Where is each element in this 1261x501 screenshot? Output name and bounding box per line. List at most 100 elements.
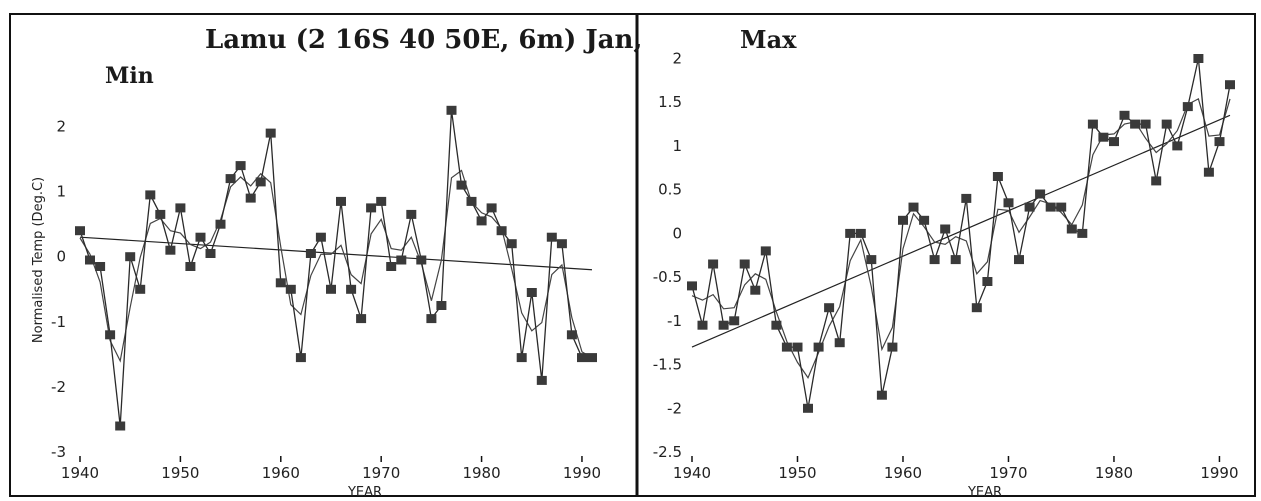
min-y-tick-label: -2 — [51, 378, 66, 396]
min-point — [486, 203, 497, 213]
min-point — [95, 262, 106, 271]
max-point — [1066, 224, 1077, 234]
min-point — [235, 161, 246, 171]
min-point — [577, 353, 587, 363]
max-y-tick-label: -0.5 — [653, 268, 682, 286]
max-point — [708, 259, 719, 269]
min-point — [165, 245, 176, 255]
max-point — [866, 255, 877, 265]
max-point — [813, 342, 824, 352]
max-point — [687, 281, 697, 291]
max-point — [1077, 228, 1088, 238]
min-x-tick-label: 1940 — [61, 464, 99, 482]
min-point — [346, 284, 357, 294]
min-point — [476, 216, 487, 226]
max-point — [1056, 202, 1067, 212]
max-x-axis-title: YEAR — [967, 485, 1002, 500]
max-point — [950, 255, 961, 265]
min-trend-line — [79, 236, 593, 271]
max-point — [1109, 137, 1119, 147]
max-point — [750, 285, 761, 295]
max-point — [1087, 119, 1098, 129]
max-x-tick-label: 1980 — [1095, 464, 1133, 482]
max-point — [824, 303, 835, 313]
min-point — [356, 314, 367, 324]
max-point — [961, 193, 972, 203]
min-point — [125, 252, 136, 262]
min-point — [305, 249, 316, 258]
max-series-line — [691, 58, 1231, 409]
min-point — [145, 190, 156, 200]
min-point — [155, 209, 166, 219]
min-point — [326, 284, 336, 294]
max-point — [1172, 141, 1183, 151]
max-point — [729, 316, 740, 326]
min-point — [587, 353, 597, 363]
min-point — [386, 262, 397, 271]
min-panel: 1940 1950 1960 1970 1980 1990 -3 -2 -1 0 1 2 — [51, 105, 601, 482]
min-point — [105, 330, 116, 340]
min-point — [195, 232, 206, 242]
max-point — [1161, 119, 1172, 129]
min-point — [115, 421, 126, 431]
max-point — [771, 320, 782, 330]
max-point — [1024, 202, 1035, 212]
min-point — [396, 255, 407, 265]
min-y-tick-label: 0 — [56, 248, 66, 266]
min-point — [265, 128, 276, 138]
min-y-tick-label: -3 — [51, 443, 66, 461]
max-point — [792, 342, 803, 352]
max-point — [971, 303, 982, 313]
min-x-tick-label: 1950 — [161, 464, 199, 482]
min-point — [436, 301, 447, 310]
min-point — [506, 239, 517, 249]
min-y-tick-label: 1 — [56, 183, 66, 201]
min-point — [526, 288, 537, 297]
min-point — [556, 239, 567, 249]
max-point — [803, 403, 813, 413]
max-point — [781, 342, 792, 352]
max-point — [1045, 202, 1056, 212]
min-point — [456, 180, 467, 190]
min-y-tick-label: 2 — [56, 118, 66, 136]
min-point — [366, 203, 377, 213]
min-point — [255, 177, 266, 187]
max-y-tick-label: 1.5 — [658, 93, 682, 111]
max-point — [940, 224, 951, 234]
max-point — [908, 202, 919, 212]
max-point — [1140, 119, 1151, 129]
min-point — [516, 353, 527, 363]
max-point — [855, 228, 866, 238]
max-point — [1193, 54, 1204, 63]
min-point — [566, 330, 577, 340]
min-x-tick-label: 1970 — [362, 464, 400, 482]
max-point — [1182, 102, 1193, 112]
min-series-line — [79, 110, 592, 427]
max-point — [739, 259, 750, 269]
max-point — [760, 246, 771, 256]
min-point — [536, 375, 547, 385]
max-point — [876, 390, 887, 400]
left-panel-title: Min — [105, 63, 154, 89]
min-point — [285, 284, 296, 294]
max-point — [1203, 167, 1214, 177]
max-point — [834, 338, 845, 348]
min-point — [446, 105, 457, 115]
min-point — [295, 353, 306, 363]
max-point — [1130, 119, 1141, 129]
min-point — [185, 262, 196, 271]
max-x-tick-label: 1940 — [673, 464, 711, 482]
max-point — [1151, 176, 1162, 186]
max-y-tick-label: -1.5 — [653, 356, 682, 374]
right-panel-title: Max — [740, 25, 797, 54]
max-x-tick-label: 1990 — [1200, 464, 1238, 482]
max-y-tick-label: 0 — [672, 224, 682, 242]
max-y-tick-label: -2.5 — [653, 443, 682, 461]
max-point — [887, 342, 898, 352]
min-x-tick-label: 1960 — [262, 464, 300, 482]
min-point — [275, 278, 286, 288]
max-smoothed-line — [691, 98, 1231, 379]
min-x-axis-title: YEAR — [347, 485, 382, 500]
min-point — [336, 196, 346, 206]
min-point — [416, 255, 427, 265]
